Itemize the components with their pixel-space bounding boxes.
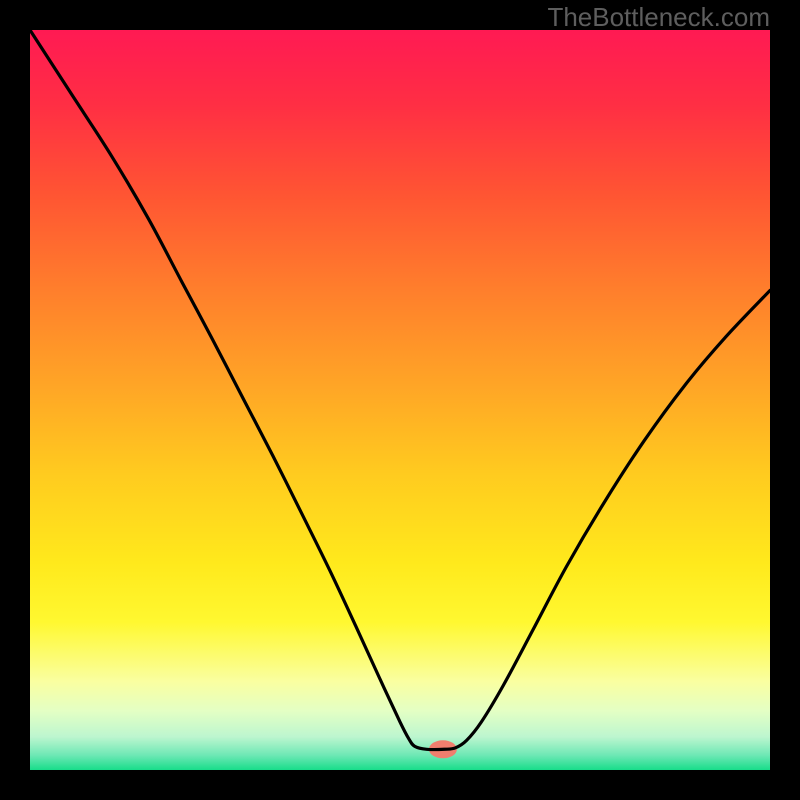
watermark-text: TheBottleneck.com [547, 2, 770, 33]
gradient-background [30, 30, 770, 770]
chart-svg [30, 30, 770, 770]
plot-area [30, 30, 770, 770]
